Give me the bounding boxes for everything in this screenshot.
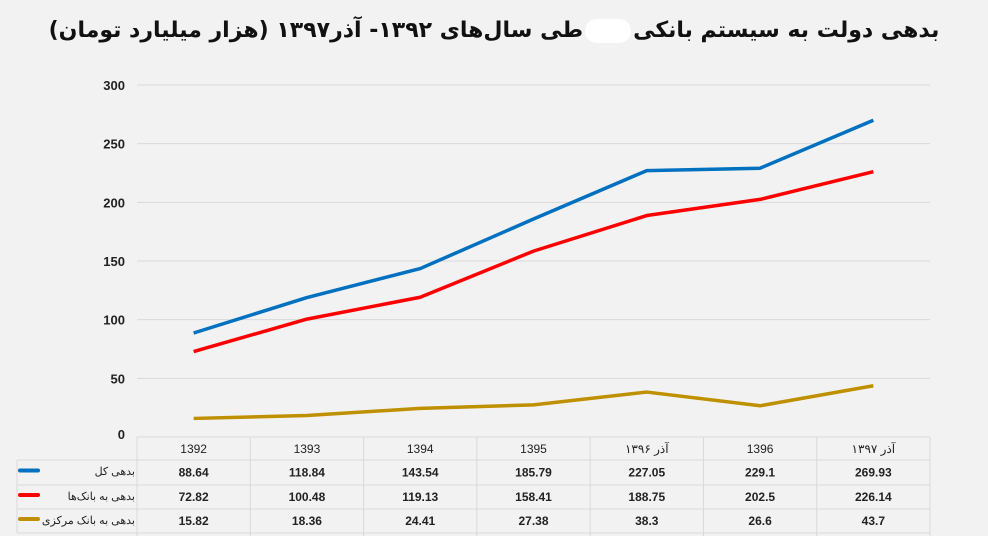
y-tick-label: 50 — [111, 371, 125, 386]
table-cell: 100.48 — [289, 490, 326, 504]
legend-label: بدهی به بانک‌ها — [67, 491, 135, 503]
chart-title: بدهی دولت به سیستم بانکی طی سال‌های ۱۳۹۲-… — [0, 18, 988, 43]
table-cell: 72.82 — [179, 490, 209, 504]
table-cell: 202.5 — [745, 490, 775, 504]
table-cell: 18.36 — [292, 514, 322, 528]
table-cell: 226.14 — [855, 490, 892, 504]
table-cell: 88.64 — [179, 466, 209, 480]
title-part-1: بدهی دولت به سیستم بانکی — [633, 18, 940, 43]
legend-label: بدهی به بانک مرکزی — [41, 515, 135, 527]
x-tick-label: آذر ۱۳۹۷ — [852, 441, 896, 456]
x-tick-label: 1395 — [520, 442, 547, 456]
y-tick-label: 100 — [103, 313, 125, 328]
y-tick-label: 150 — [103, 254, 125, 269]
table-cell: 38.3 — [635, 514, 659, 528]
table-cell: 143.54 — [402, 466, 439, 480]
table-cell: 188.75 — [628, 490, 665, 504]
table-cell: 158.41 — [515, 490, 552, 504]
table-cell: 27.38 — [518, 514, 548, 528]
table-cell: 43.7 — [862, 514, 886, 528]
table-cell: 229.1 — [745, 466, 775, 480]
redaction-blob — [585, 19, 632, 43]
x-tick-label: آذر ۱۳۹۶ — [625, 441, 669, 456]
table-cell: 15.82 — [179, 514, 209, 528]
y-tick-label: 300 — [103, 78, 125, 93]
table-cell: 269.93 — [855, 466, 892, 480]
series-line — [193, 384, 874, 421]
table-cell: 24.41 — [405, 514, 435, 528]
x-tick-label: 1394 — [407, 442, 434, 456]
y-tick-label: 0 — [118, 427, 125, 442]
table-cell: 227.05 — [628, 466, 665, 480]
series-line — [193, 118, 875, 335]
table-cell: 185.79 — [515, 466, 552, 480]
x-tick-label: 1396 — [747, 442, 774, 456]
y-tick-label: 250 — [103, 137, 125, 152]
y-tick-label: 200 — [103, 195, 125, 210]
series-line — [193, 169, 874, 354]
x-tick-label: 1393 — [294, 442, 321, 456]
title-part-2: طی سال‌های ۱۳۹۲- آذر۱۳۹۷ (هزار میلیارد ت… — [48, 18, 584, 43]
table-cell: 119.13 — [402, 490, 438, 504]
table-cell: 26.6 — [748, 514, 772, 528]
x-tick-label: 1392 — [180, 442, 207, 456]
table-cell: 118.84 — [289, 466, 325, 480]
legend-label: بدهی کل — [94, 466, 135, 478]
